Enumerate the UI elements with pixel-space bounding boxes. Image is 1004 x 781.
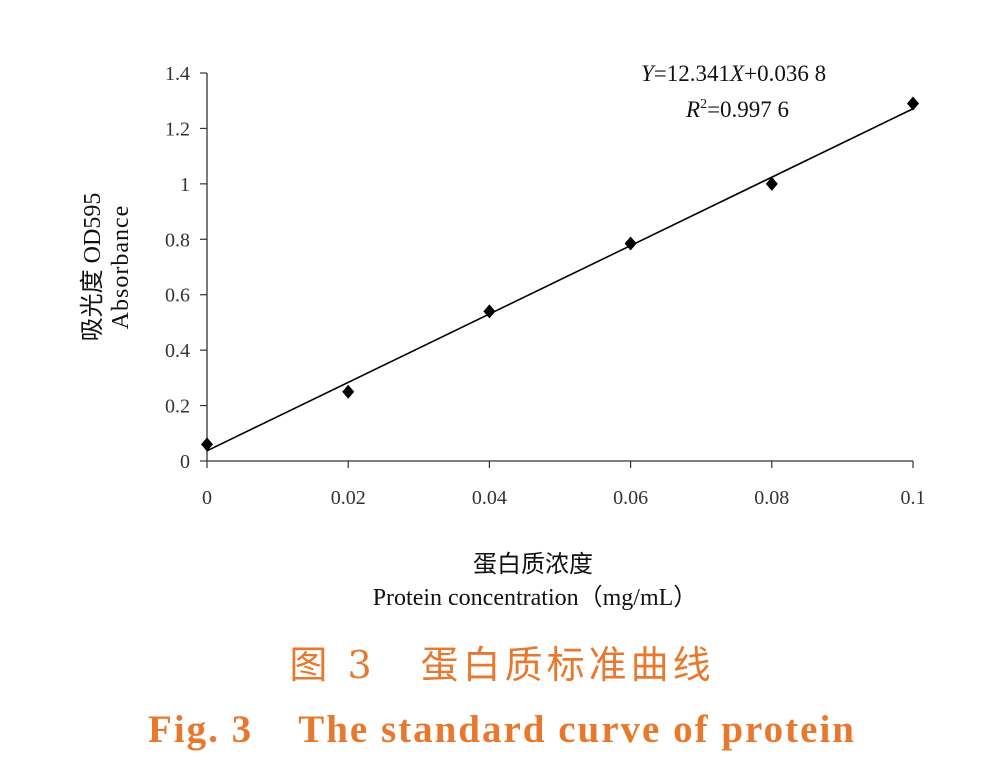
y-tick-label: 1.4 xyxy=(165,63,190,85)
regression-equation: Y=12.341X+0.036 8 xyxy=(641,61,826,86)
r-squared-sup: 2 xyxy=(700,97,707,112)
x-tick-label: 0.1 xyxy=(901,487,926,509)
y-tick-label: 0.2 xyxy=(165,396,190,418)
data-point xyxy=(342,384,355,399)
x-axis-title-en: Protein concentration（mg/mL） xyxy=(373,585,698,611)
data-points xyxy=(201,96,919,452)
y-tick-label: 1 xyxy=(180,174,190,196)
data-point xyxy=(907,96,919,111)
equation-x-var: X xyxy=(729,61,745,86)
x-tick-label: 0.08 xyxy=(754,487,789,509)
r-squared-value: =0.997 6 xyxy=(707,97,789,122)
figure-caption-cn: 图 3 蛋白质标准曲线 xyxy=(0,645,1004,685)
figure-label-en: Fig. 3 xyxy=(148,708,254,751)
y-axis-title-en: Absorbance xyxy=(108,205,134,330)
equation-coef: =12.341 xyxy=(654,61,730,86)
x-axis-title-cn: 蛋白质浓度 xyxy=(473,551,593,578)
y-tick-label: 0.4 xyxy=(165,340,190,362)
y-tick-label: 0.6 xyxy=(165,285,190,307)
x-tick-label: 0.04 xyxy=(472,487,507,509)
figure-title-en: The standard curve of protein xyxy=(298,708,856,751)
x-tick-label: 0 xyxy=(202,487,212,509)
y-tick-label: 0 xyxy=(180,451,190,473)
y-tick-label: 1.2 xyxy=(165,118,190,140)
data-point xyxy=(483,304,496,319)
standard-curve-chart: 吸光度 OD595 Absorbance 0 0.2 0.4 0.6 0.8 1 1.2 1.… xyxy=(79,61,926,611)
data-point xyxy=(624,236,637,251)
figure-label-cn: 图 3 xyxy=(289,643,376,687)
figure-title-cn: 蛋白质标准曲线 xyxy=(420,643,715,687)
y-ticks: 0 0.2 0.4 0.6 0.8 1 1.2 1.4 xyxy=(165,63,207,473)
figure-caption-en: Fig. 3 The standard curve of protein xyxy=(0,710,1004,750)
x-tick-label: 0.06 xyxy=(613,487,648,509)
equation-y-var: Y xyxy=(641,61,656,86)
r-squared: R2=0.997 6 xyxy=(685,97,789,122)
regression-line xyxy=(206,108,914,452)
data-point xyxy=(201,437,213,452)
x-ticks: 0 0.02 0.04 0.06 0.08 0.1 xyxy=(202,461,926,509)
equation-const: +0.036 8 xyxy=(744,61,826,86)
trendline-layer xyxy=(206,108,914,452)
axes xyxy=(206,73,913,462)
x-tick-label: 0.02 xyxy=(331,487,366,509)
r-squared-var: R xyxy=(685,97,700,122)
y-axis-title-cn: 吸光度 OD595 xyxy=(79,193,106,342)
data-point xyxy=(765,176,778,191)
y-tick-label: 0.8 xyxy=(165,229,190,251)
